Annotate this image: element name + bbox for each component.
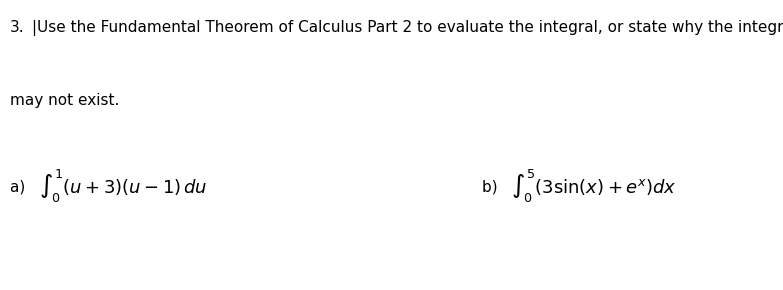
Text: $\int_0^{5}(3\sin(x) + e^x)dx$: $\int_0^{5}(3\sin(x) + e^x)dx$ [511,168,677,205]
Text: 3.: 3. [10,20,25,35]
Text: b): b) [482,180,502,195]
Text: $\int_0^{1}(u + 3)(u - 1)\, du$: $\int_0^{1}(u + 3)(u - 1)\, du$ [39,168,207,205]
Text: a): a) [10,180,31,195]
Text: Use the Fundamental Theorem of Calculus Part 2 to evaluate the integral, or stat: Use the Fundamental Theorem of Calculus … [37,20,783,35]
Text: |: | [31,20,37,36]
Text: may not exist.: may not exist. [10,93,120,108]
